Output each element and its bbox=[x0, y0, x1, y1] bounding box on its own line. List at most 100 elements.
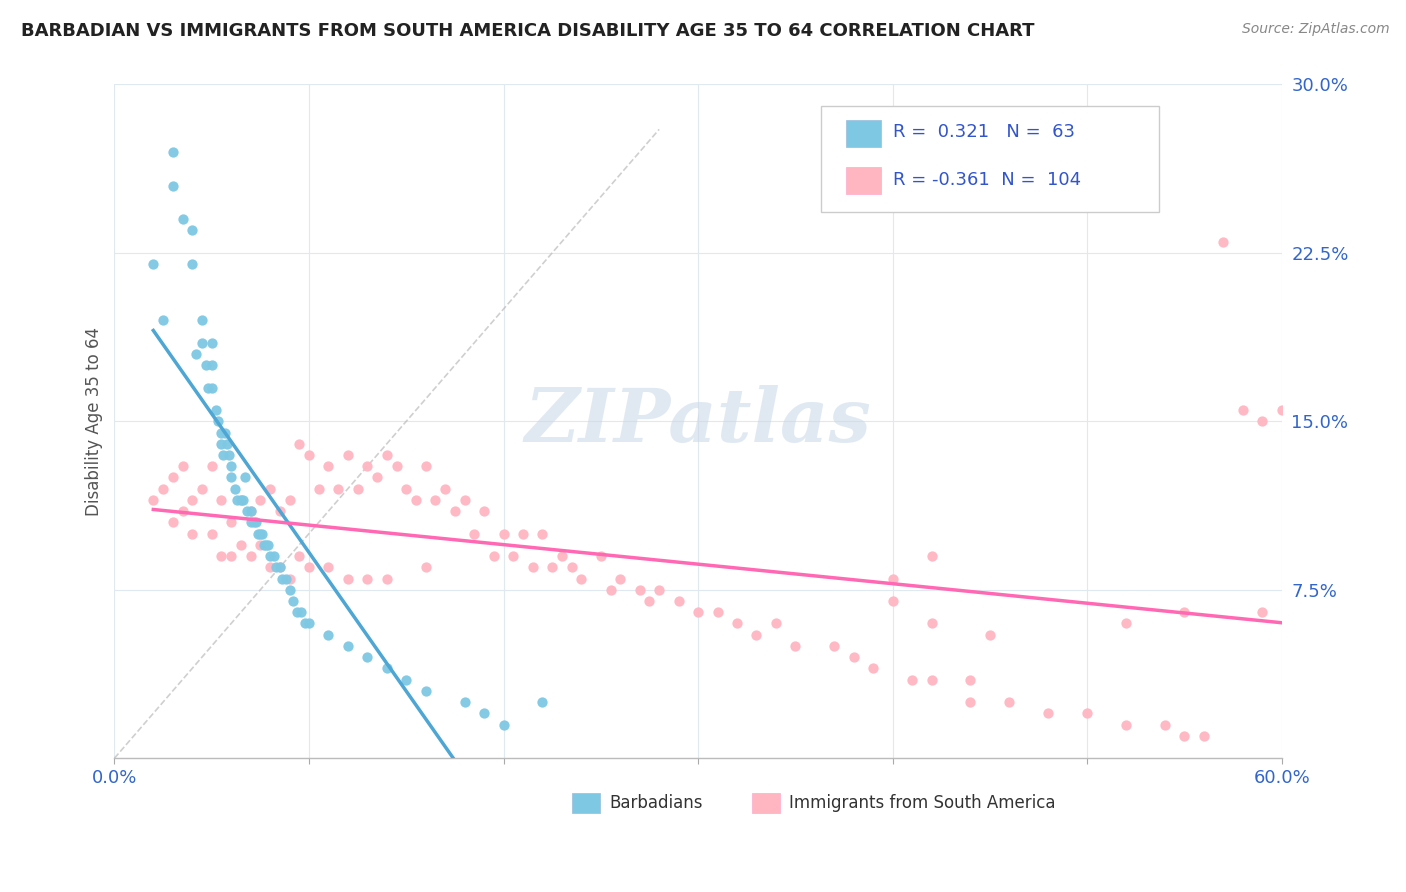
Point bbox=[492, 717, 515, 731]
Point bbox=[298, 560, 321, 574]
Point bbox=[1154, 717, 1177, 731]
Point bbox=[269, 504, 291, 518]
Point bbox=[197, 381, 219, 395]
Point bbox=[346, 482, 368, 496]
Point bbox=[318, 459, 340, 474]
Point bbox=[745, 628, 768, 642]
Point bbox=[336, 639, 359, 653]
Point bbox=[375, 448, 398, 462]
Point bbox=[162, 470, 184, 484]
Point bbox=[229, 492, 252, 507]
Point bbox=[274, 572, 297, 586]
Point bbox=[609, 572, 631, 586]
Point bbox=[278, 572, 301, 586]
Point bbox=[142, 492, 165, 507]
Point bbox=[395, 482, 418, 496]
Point bbox=[218, 448, 240, 462]
Text: ZIPatlas: ZIPatlas bbox=[524, 385, 872, 458]
Point bbox=[249, 538, 271, 552]
Point bbox=[1115, 717, 1137, 731]
FancyBboxPatch shape bbox=[572, 793, 600, 814]
Point bbox=[278, 582, 301, 597]
Point bbox=[194, 358, 217, 372]
Point bbox=[959, 673, 981, 687]
Point bbox=[531, 526, 554, 541]
Point bbox=[298, 448, 321, 462]
Point bbox=[249, 526, 271, 541]
Point bbox=[706, 605, 728, 619]
FancyBboxPatch shape bbox=[846, 120, 882, 147]
Point bbox=[201, 335, 224, 350]
Point bbox=[219, 459, 242, 474]
Point bbox=[209, 492, 232, 507]
Point bbox=[979, 628, 1001, 642]
Point bbox=[249, 492, 271, 507]
Point bbox=[172, 504, 194, 518]
Point bbox=[415, 459, 437, 474]
Point bbox=[561, 560, 583, 574]
Point bbox=[294, 616, 316, 631]
Point bbox=[765, 616, 787, 631]
Point bbox=[226, 492, 249, 507]
Text: BARBADIAN VS IMMIGRANTS FROM SOUTH AMERICA DISABILITY AGE 35 TO 64 CORRELATION C: BARBADIAN VS IMMIGRANTS FROM SOUTH AMERI… bbox=[21, 22, 1035, 40]
Point bbox=[541, 560, 564, 574]
Point bbox=[172, 212, 194, 227]
Point bbox=[201, 526, 224, 541]
Point bbox=[395, 673, 418, 687]
Point bbox=[201, 459, 224, 474]
Point bbox=[589, 549, 612, 563]
FancyBboxPatch shape bbox=[821, 106, 1159, 212]
Text: R =  0.321   N =  63: R = 0.321 N = 63 bbox=[893, 123, 1076, 141]
Point bbox=[785, 639, 807, 653]
Point bbox=[201, 358, 224, 372]
Point bbox=[214, 425, 236, 440]
Point bbox=[263, 549, 285, 563]
Text: Immigrants from South America: Immigrants from South America bbox=[789, 795, 1056, 813]
Point bbox=[328, 482, 350, 496]
Point bbox=[259, 549, 281, 563]
Point bbox=[243, 516, 266, 530]
Point bbox=[522, 560, 544, 574]
Point bbox=[308, 482, 330, 496]
Point bbox=[502, 549, 524, 563]
Point bbox=[375, 661, 398, 675]
Point bbox=[204, 403, 226, 417]
Point bbox=[453, 492, 475, 507]
Point bbox=[290, 605, 312, 619]
Point bbox=[191, 335, 214, 350]
Point bbox=[1212, 235, 1234, 249]
Point bbox=[531, 695, 554, 709]
Point bbox=[628, 582, 651, 597]
Point bbox=[453, 695, 475, 709]
Point bbox=[283, 594, 305, 608]
Point bbox=[162, 145, 184, 159]
Point bbox=[1173, 729, 1195, 743]
Point bbox=[172, 459, 194, 474]
Point bbox=[1251, 414, 1274, 428]
Y-axis label: Disability Age 35 to 64: Disability Age 35 to 64 bbox=[86, 326, 103, 516]
Point bbox=[862, 661, 884, 675]
Point bbox=[434, 482, 457, 496]
Point bbox=[668, 594, 690, 608]
Point bbox=[219, 470, 242, 484]
Point bbox=[569, 572, 592, 586]
Point bbox=[239, 504, 262, 518]
Text: R = -0.361  N =  104: R = -0.361 N = 104 bbox=[893, 171, 1081, 189]
Point bbox=[257, 538, 280, 552]
Point bbox=[142, 257, 165, 271]
Point bbox=[209, 549, 232, 563]
Point bbox=[259, 482, 281, 496]
Point bbox=[921, 616, 943, 631]
Point bbox=[882, 572, 904, 586]
Point bbox=[415, 684, 437, 698]
Point bbox=[472, 504, 495, 518]
Point bbox=[212, 448, 235, 462]
Point bbox=[482, 549, 505, 563]
Point bbox=[229, 538, 252, 552]
Point bbox=[959, 695, 981, 709]
Point bbox=[288, 549, 311, 563]
Point bbox=[882, 594, 904, 608]
FancyBboxPatch shape bbox=[752, 793, 780, 814]
Point bbox=[998, 695, 1021, 709]
Point bbox=[405, 492, 427, 507]
